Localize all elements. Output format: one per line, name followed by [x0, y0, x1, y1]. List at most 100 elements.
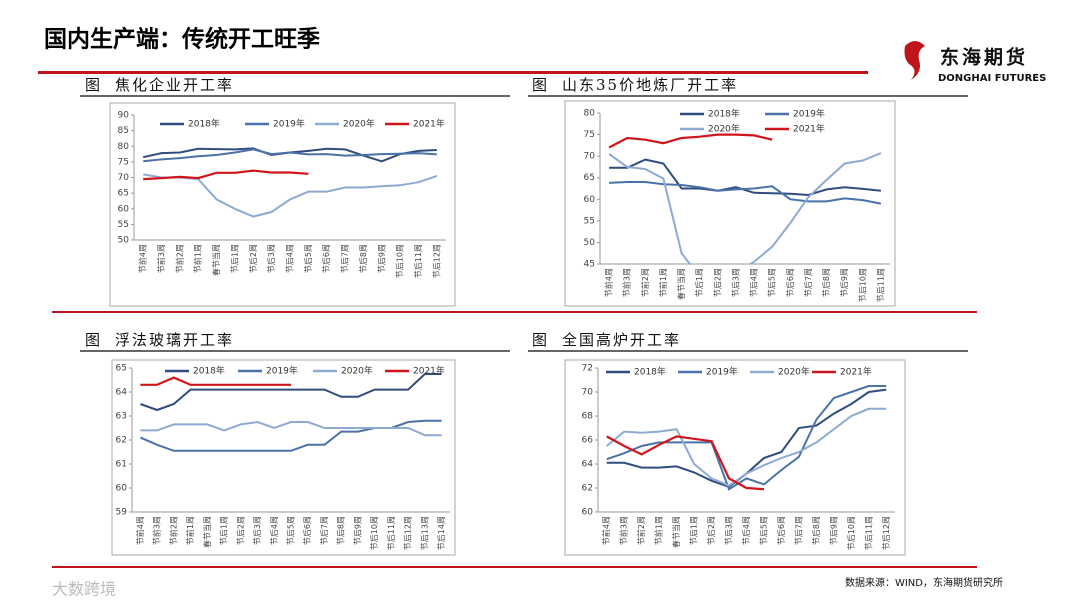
series-line [143, 173, 438, 218]
x-tick-label: 节后5周 [286, 516, 296, 545]
legend-label: 2019年 [706, 366, 738, 378]
x-tick-label: 节前2周 [640, 268, 650, 297]
x-tick-label: 节前2周 [636, 516, 646, 545]
y-tick-label: 55 [584, 216, 595, 226]
x-tick-label: 节前1周 [658, 268, 668, 297]
row-rule [52, 566, 977, 568]
figure-label: 图 [85, 76, 102, 94]
source-note: 数据来源：WIND，东海期货研究所 [845, 576, 1003, 589]
y-tick-label: 63 [116, 412, 127, 422]
series-line [606, 407, 887, 487]
chart-title: 浮法玻璃开工率 [115, 331, 234, 349]
series-line [609, 181, 882, 205]
x-tick-label: 节前1周 [654, 516, 664, 545]
y-tick-label: 72 [582, 364, 593, 374]
x-tick-label: 节后9周 [839, 268, 849, 297]
legend-label: 2018年 [708, 108, 740, 120]
y-tick-label: 65 [116, 364, 127, 374]
x-tick-label: 节后11周 [413, 244, 423, 278]
y-tick-label: 60 [582, 508, 594, 518]
y-tick-label: 85 [118, 126, 129, 136]
x-tick-label: 节后8周 [821, 268, 831, 297]
x-tick-label: 春节当周 [676, 268, 686, 300]
legend-label: 2018年 [193, 365, 225, 377]
y-tick-label: 70 [118, 173, 130, 183]
x-tick-label: 节后10周 [846, 516, 856, 550]
x-tick-label: 节后2周 [706, 516, 716, 545]
x-tick-label: 春节当周 [202, 516, 212, 548]
x-tick-label: 春节当周 [671, 516, 681, 548]
x-tick-label: 春节当周 [211, 244, 221, 276]
slide-title: 国内生产端：传统开工旺季 [44, 26, 320, 53]
x-tick-label: 节后3周 [252, 516, 262, 545]
legend-label: 2020年 [778, 366, 810, 378]
y-tick-label: 50 [118, 236, 130, 246]
y-tick-label: 60 [116, 484, 128, 494]
chart-frame [109, 102, 456, 307]
x-tick-label: 节后5周 [758, 516, 768, 545]
chart-panel: 图全国高炉开工率 60 62 64 66 68 70 72 节前4周 节前3周 节前2周 节前1周 春节… [528, 331, 968, 556]
x-tick-label: 节后10周 [369, 516, 379, 550]
series-line [606, 388, 887, 488]
x-tick-label: 节前4周 [138, 244, 148, 273]
series-line [606, 435, 765, 491]
y-tick-label: 64 [116, 388, 128, 398]
y-tick-label: 64 [582, 460, 594, 470]
x-tick-label: 节后14周 [436, 516, 446, 550]
logo-cn: 东海期货 [940, 46, 1028, 69]
x-tick-label: 节后4周 [741, 516, 751, 545]
x-tick-label: 节前3周 [152, 516, 162, 545]
x-tick-label: 节后3周 [730, 268, 740, 297]
y-tick-label: 62 [116, 436, 127, 446]
x-tick-label: 节后8周 [358, 244, 368, 273]
series-line [608, 133, 773, 149]
x-tick-label: 节前3周 [156, 244, 166, 273]
x-tick-label: 节后9周 [376, 244, 386, 273]
y-tick-label: 55 [118, 220, 129, 230]
legend-label: 2019年 [793, 108, 825, 120]
x-tick-label: 节前3周 [622, 268, 632, 297]
legend-label: 2021年 [793, 123, 825, 135]
x-tick-label: 节前4周 [601, 516, 611, 545]
chart-panel: 图山东35价地炼厂开工率 45 50 55 60 65 70 75 80 节前4周 节前3周 节前2周… [528, 76, 968, 307]
y-tick-label: 70 [582, 388, 594, 398]
y-tick-label: 68 [582, 412, 594, 422]
y-tick-label: 62 [582, 484, 593, 494]
x-tick-label: 节后7周 [340, 244, 350, 273]
x-tick-label: 节后8周 [811, 516, 821, 545]
y-tick-label: 60 [118, 204, 130, 214]
x-tick-label: 节后12周 [403, 516, 413, 550]
x-tick-label: 节后4周 [269, 516, 279, 545]
series-line [140, 376, 291, 386]
chart-title: 全国高炉开工率 [562, 331, 681, 349]
x-tick-label: 节前3周 [619, 516, 629, 545]
x-tick-label: 节后12周 [881, 516, 891, 550]
y-tick-label: 90 [118, 111, 130, 121]
y-tick-label: 65 [118, 189, 129, 199]
x-tick-label: 节前1周 [185, 516, 195, 545]
y-tick-label: 60 [584, 195, 596, 205]
title-rule [38, 71, 868, 74]
y-tick-label: 50 [584, 238, 596, 248]
x-tick-label: 节后7周 [793, 516, 803, 545]
y-tick-label: 45 [584, 260, 595, 270]
x-tick-label: 节后9周 [828, 516, 838, 545]
logo-en: DONGHAI FUTURES [938, 73, 1046, 84]
x-tick-label: 节后11周 [386, 516, 396, 550]
watermark: 大数跨境 [52, 580, 116, 599]
x-tick-label: 节后1周 [689, 516, 699, 545]
y-tick-label: 65 [584, 173, 595, 183]
x-tick-label: 节后7周 [803, 268, 813, 297]
x-tick-label: 节后6周 [776, 516, 786, 545]
x-tick-label: 节后4周 [749, 268, 759, 297]
figure-label: 图 [85, 331, 102, 349]
x-tick-label: 节后2周 [248, 244, 258, 273]
y-tick-label: 75 [584, 130, 595, 140]
legend-label: 2020年 [341, 365, 373, 377]
chart-title: 山东35价地炼厂开工率 [562, 76, 738, 94]
x-tick-label: 节后5周 [303, 244, 313, 273]
series-line [609, 158, 881, 197]
chart-frame [564, 100, 896, 307]
series-line [140, 420, 442, 437]
